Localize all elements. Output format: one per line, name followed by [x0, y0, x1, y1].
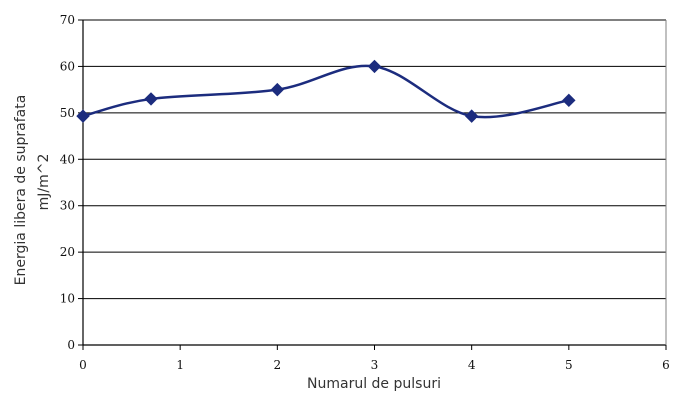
data-point-marker: [144, 92, 158, 106]
x-tick-label: 3: [371, 358, 379, 372]
x-tick-label: 0: [79, 358, 87, 372]
data-point-marker: [464, 109, 479, 123]
y-tick-label: 10: [60, 292, 75, 306]
data-point-marker: [270, 82, 285, 97]
y-axis-unit: mJ/m^2: [36, 154, 52, 211]
data-point-marker: [562, 93, 576, 108]
markers-layer: [76, 59, 576, 123]
y-tick-label: 30: [60, 199, 75, 213]
x-axis-label: Numarul de pulsuri: [307, 376, 441, 392]
y-axis-label: Energia libera de suprafata: [13, 95, 29, 286]
y-axis-label-group: Energia libera de suprafata: [13, 95, 29, 286]
x-tick-label: 4: [468, 358, 476, 372]
y-axis-unit-group: mJ/m^2: [36, 154, 52, 211]
tick-labels: 0 10 20 30 40 50 60 70 0 1 2 3 4 5 6: [60, 13, 670, 372]
y-tick-label: 70: [60, 13, 75, 27]
y-tick-label: 60: [60, 59, 75, 73]
x-tick-label: 6: [662, 358, 670, 372]
x-tick-label: 1: [176, 358, 184, 372]
x-tick-label: 2: [274, 358, 282, 372]
data-point-marker: [367, 59, 382, 74]
y-tick-label: 20: [60, 245, 75, 259]
data-point-marker: [76, 109, 90, 123]
y-tick-label: 0: [67, 338, 75, 352]
series-layer: [81, 64, 571, 119]
y-tick-label: 40: [60, 152, 75, 166]
x-tick-label: 5: [565, 358, 573, 372]
series-line: [81, 64, 571, 119]
y-tick-label: 50: [60, 106, 75, 120]
